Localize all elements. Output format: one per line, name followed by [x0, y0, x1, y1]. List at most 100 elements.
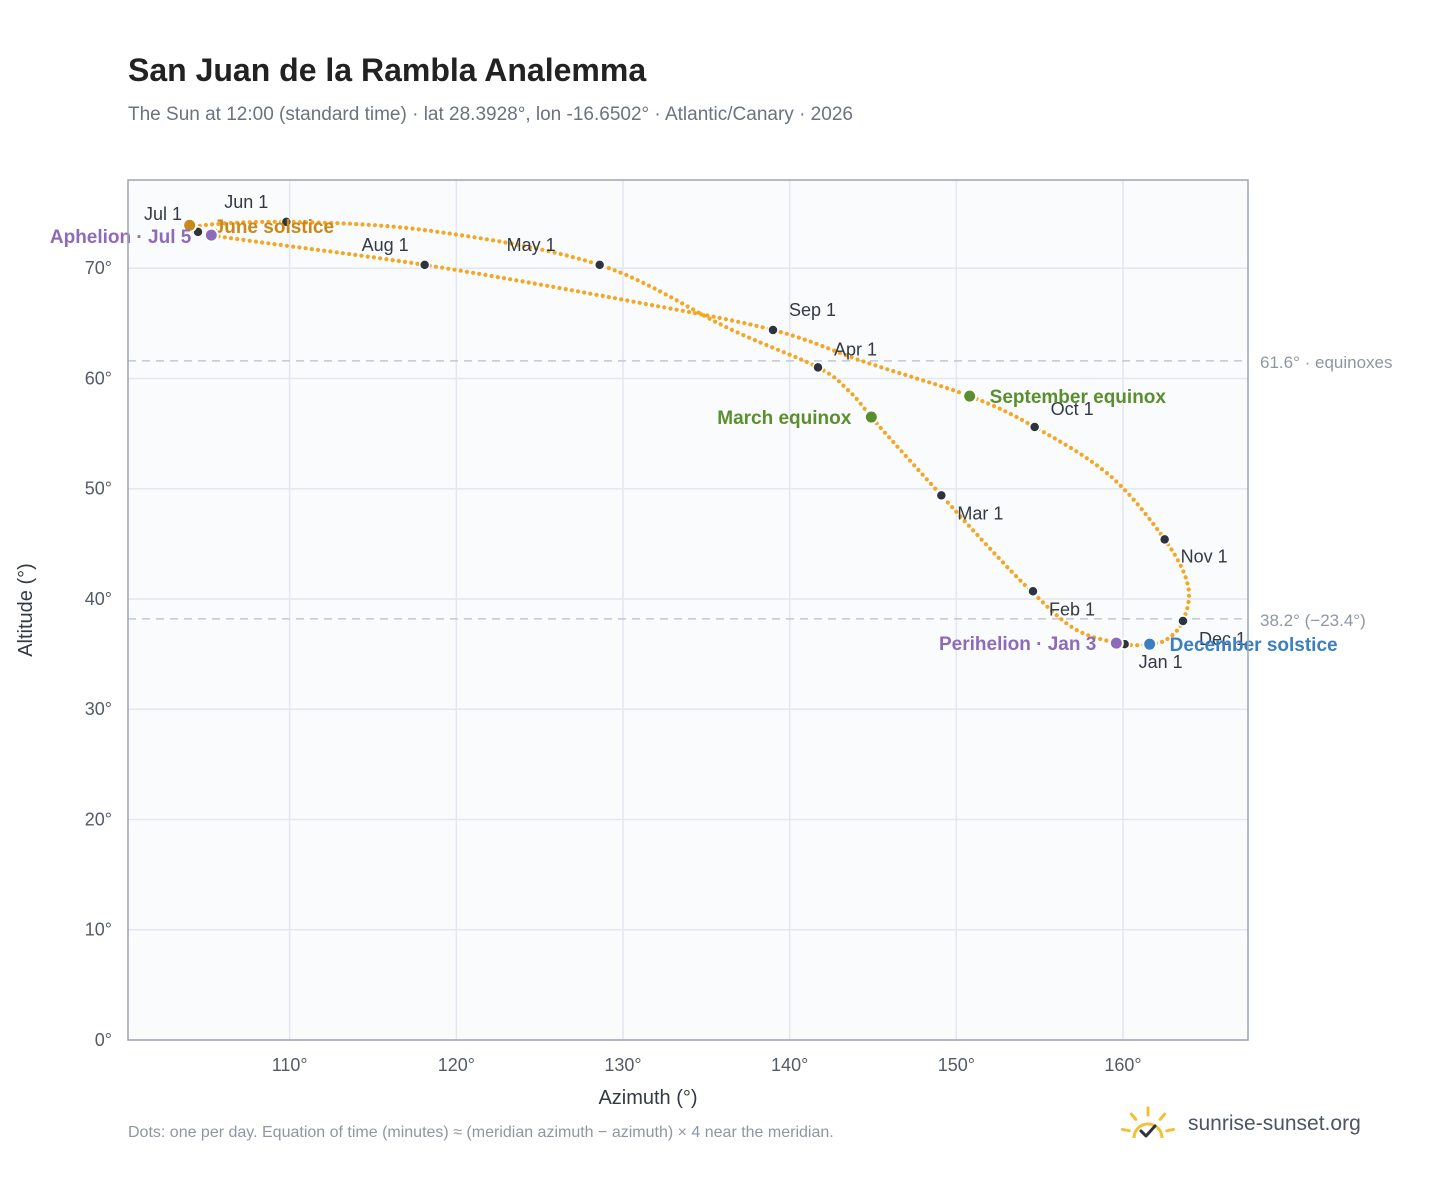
month-marker-dot — [280, 216, 293, 228]
daily-sun-dot — [878, 425, 883, 431]
daily-sun-dot — [826, 346, 831, 351]
daily-sun-dot — [1084, 456, 1089, 461]
daily-sun-dot — [986, 401, 991, 406]
daily-sun-dot — [532, 281, 537, 286]
daily-sun-dot — [1186, 593, 1192, 598]
daily-sun-dot — [796, 335, 801, 340]
daily-sun-dot — [956, 390, 962, 395]
daily-sun-dot — [569, 288, 574, 293]
daily-sun-dot — [1079, 452, 1084, 457]
daily-sun-dot — [520, 279, 525, 284]
daily-sun-dot — [873, 363, 878, 368]
daily-sun-dot — [980, 399, 985, 404]
month-marker-label: Apr 1 — [834, 339, 877, 359]
daily-sun-dot — [347, 221, 353, 226]
daily-sun-dot — [606, 266, 611, 271]
daily-sun-dot — [808, 339, 813, 344]
daily-sun-dot — [996, 555, 1001, 561]
daily-sun-dot — [552, 250, 557, 255]
daily-sun-dot — [951, 388, 956, 393]
daily-sun-dot — [1123, 488, 1128, 493]
month-marker-dot — [418, 259, 431, 271]
daily-sun-dot — [855, 357, 860, 362]
daily-sun-dot — [1064, 621, 1069, 626]
daily-sun-dot — [594, 292, 599, 297]
daily-sun-dot — [1003, 409, 1008, 414]
daily-sun-dot — [435, 229, 440, 234]
chart-subtitle: The Sun at 12:00 (standard time) · lat 2… — [128, 104, 853, 125]
daily-sun-dot — [422, 228, 427, 233]
daily-sun-dot — [1040, 600, 1045, 605]
daily-sun-dot — [360, 222, 365, 227]
daily-sun-dot — [781, 350, 786, 355]
daily-sun-dot — [619, 297, 624, 302]
daily-sun-dot — [466, 234, 471, 239]
event-label: September equinox — [990, 387, 1167, 408]
daily-sun-dot — [832, 375, 837, 380]
daily-sun-dot — [713, 319, 718, 324]
daily-sun-dot — [228, 236, 234, 241]
daily-sun-dot — [1014, 414, 1019, 420]
daily-sun-dot — [1041, 430, 1046, 435]
plot-background — [128, 180, 1248, 1040]
daily-sun-dot — [521, 243, 527, 249]
daily-sun-dot — [625, 298, 630, 303]
daily-sun-dot — [680, 301, 685, 306]
daily-sun-dot — [680, 308, 685, 313]
daily-sun-dot — [452, 267, 457, 272]
daily-sun-dot — [1151, 521, 1156, 527]
x-tick-label: 110° — [272, 1055, 308, 1075]
daily-sun-dot — [433, 264, 438, 269]
daily-sun-dot — [402, 259, 408, 264]
x-axis-label: Azimuth (°) — [598, 1087, 697, 1109]
daily-sun-dot — [916, 467, 921, 473]
daily-sun-dot — [928, 481, 934, 486]
daily-sun-dot — [770, 345, 775, 350]
daily-sun-dot — [939, 384, 944, 389]
month-markers: Jan 1 Feb 1 Mar 1 Apr 1 May 1 Jun 1 Jul 1 Aug 1… — [144, 192, 1246, 672]
daily-sun-dot — [854, 396, 859, 402]
daily-sun-dot — [958, 514, 963, 519]
daily-sun-dot — [691, 307, 696, 312]
daily-sun-dot — [814, 341, 819, 346]
daily-sun-dot — [328, 249, 333, 254]
daily-sun-dot — [266, 219, 271, 224]
daily-sun-dot — [778, 330, 783, 335]
daily-sun-dot — [686, 309, 692, 315]
daily-sun-dot — [303, 246, 308, 251]
month-marker-label: Jan 1 — [1139, 652, 1183, 672]
daily-sun-dot — [826, 371, 832, 376]
daily-sun-dot — [440, 265, 445, 270]
brand-logo[interactable]: sunrise-sunset.org — [1120, 1102, 1361, 1146]
daily-sun-dot — [646, 283, 652, 288]
daily-sun-dot — [284, 243, 289, 248]
daily-sun-dot — [1008, 412, 1014, 417]
daily-sun-dot — [365, 254, 370, 259]
daily-sun-dot — [752, 338, 758, 343]
daily-sun-dot — [310, 220, 315, 225]
daily-sun-dot — [787, 352, 792, 357]
daily-sun-dot — [747, 335, 752, 340]
daily-sun-dot — [711, 314, 716, 319]
month-marker-label: Sep 1 — [789, 300, 836, 320]
daily-sun-dot — [1092, 635, 1097, 640]
daily-sun-dot — [564, 253, 569, 258]
daily-sun-dot — [272, 242, 277, 247]
daily-sun-dot — [707, 316, 712, 321]
daily-sun-dot — [453, 232, 458, 237]
x-tick-label: 160° — [1104, 1055, 1141, 1075]
daily-sun-dot — [538, 282, 544, 287]
daily-sun-dot — [1147, 516, 1152, 522]
daily-sun-dot — [1074, 628, 1079, 633]
daily-sun-dot — [802, 337, 807, 342]
daily-sun-dot — [975, 532, 980, 538]
daily-sun-dot — [379, 223, 384, 228]
daily-sun-dot — [699, 312, 704, 317]
daily-sun-dot — [658, 289, 663, 294]
daily-sun-dot — [736, 319, 741, 324]
daily-sun-dot — [1063, 442, 1068, 447]
daily-sun-dot — [1118, 483, 1123, 488]
daily-sun-dot — [764, 342, 769, 348]
daily-sun-dot — [641, 280, 646, 285]
